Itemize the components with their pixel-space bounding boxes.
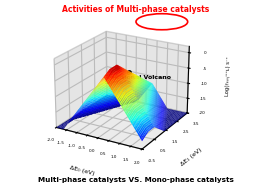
X-axis label: ΔE₀ (eV): ΔE₀ (eV) <box>69 165 95 176</box>
Y-axis label: ΔE₁ (eV): ΔE₁ (eV) <box>180 147 203 167</box>
Text: Activities of Multi-phase catalysts: Activities of Multi-phase catalysts <box>62 5 210 14</box>
Text: Multi-phase catalysts VS. Mono-phase catalysts: Multi-phase catalysts VS. Mono-phase cat… <box>38 177 234 183</box>
